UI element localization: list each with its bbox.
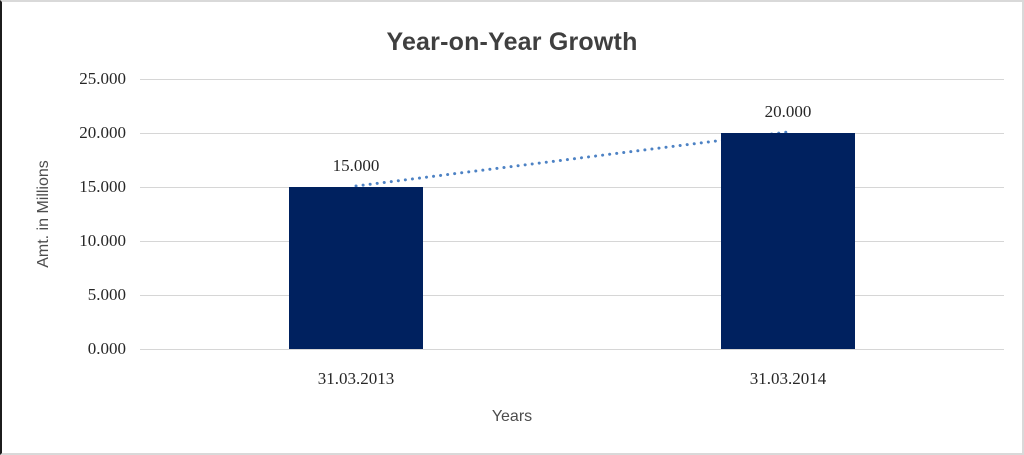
trendline-svg bbox=[354, 130, 790, 188]
data-label: 15.000 bbox=[332, 156, 380, 175]
y-tick-label: 25.000 bbox=[79, 69, 126, 88]
bar-31.03.2013 bbox=[289, 187, 423, 349]
plot-area: 15.000 20.000 bbox=[140, 79, 1004, 350]
gridline bbox=[140, 295, 1004, 296]
gridline bbox=[140, 79, 1004, 80]
x-tick-label: 31.03.2014 bbox=[749, 369, 827, 388]
bar-31.03.2014 bbox=[721, 133, 855, 349]
gridline bbox=[140, 349, 1004, 350]
y-tick-label: 10.000 bbox=[79, 231, 126, 250]
x-axis-title: Years bbox=[491, 408, 533, 425]
gridline bbox=[140, 133, 1004, 134]
y-tick-label: 20.000 bbox=[79, 123, 126, 142]
data-label: 20.000 bbox=[764, 102, 812, 121]
x-tick-label: 31.03.2013 bbox=[317, 369, 395, 388]
y-tick-label: 15.000 bbox=[79, 177, 126, 196]
gridline bbox=[140, 187, 1004, 188]
y-tick-label: 0.000 bbox=[87, 339, 126, 358]
y-tick-label: 5.000 bbox=[87, 285, 126, 304]
gridline bbox=[140, 241, 1004, 242]
chart-title: Year-on-Year Growth bbox=[386, 28, 638, 56]
